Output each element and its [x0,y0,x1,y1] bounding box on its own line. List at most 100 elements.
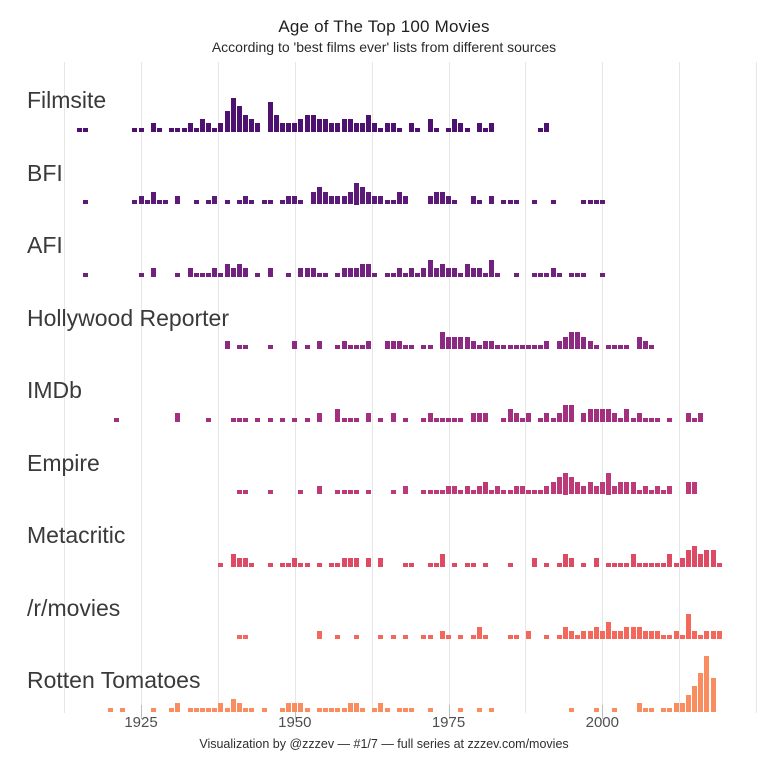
histogram-bar [593,707,599,712]
row-label--r-movies: /r/movies [27,594,121,621]
gridline [217,62,219,713]
histogram-bar [655,630,661,640]
histogram-bar [470,340,476,350]
histogram-bar [470,268,476,277]
histogram-bar [236,264,242,277]
histogram-bar [402,707,408,712]
histogram-bar [470,413,476,422]
histogram-bar [642,485,648,495]
histogram-bar [605,622,611,640]
histogram-bar [630,481,636,495]
histogram-bar [507,562,513,567]
gridline [371,62,373,713]
histogram-bar [692,686,697,712]
histogram-bar [538,272,544,277]
histogram-bar [347,119,353,132]
histogram-bar [587,481,593,495]
histogram-bar [200,119,205,132]
histogram-bar [618,562,624,567]
histogram-bar [532,490,538,495]
histogram-bar [550,200,556,205]
histogram-bar [409,707,415,712]
histogram-bar [464,264,470,277]
histogram-bar [310,191,316,205]
histogram-bar [452,562,458,567]
histogram-bar [482,635,488,640]
histogram-bar [458,336,464,350]
histogram-bar [710,677,716,712]
histogram-bar [464,485,470,495]
histogram-bar [267,101,273,132]
histogram-bar [323,707,328,712]
histogram-bar [593,409,599,422]
histogram-bar [544,485,550,495]
histogram-bar [452,485,458,495]
histogram-bar [630,554,636,567]
histogram-bar [236,345,242,350]
histogram-bar [489,259,495,277]
histogram-bar [612,345,617,350]
histogram-bar [372,195,378,205]
histogram-bar [113,417,119,422]
histogram-bar [243,345,249,350]
histogram-bar [464,127,470,132]
histogram-bar [378,195,384,205]
histogram-bar [359,264,365,277]
histogram-bar [581,413,587,422]
histogram-bar [489,340,495,350]
histogram-bar [144,200,150,205]
histogram-bar [243,490,249,495]
histogram-bar [605,345,611,350]
histogram-bar [575,481,581,495]
histogram-bar [489,707,495,712]
histogram-bar [581,272,587,277]
histogram-bar [249,119,255,132]
histogram-bar [446,485,451,495]
histogram-bar [655,562,661,567]
histogram-bar [433,490,439,495]
histogram-bar [206,200,212,205]
histogram-bar [193,707,199,712]
histogram-bar [329,123,335,132]
histogram-bar [249,707,255,712]
histogram-bar [526,490,531,495]
histogram-bar [335,707,341,712]
histogram-bar [267,200,273,205]
histogram-bar [200,707,205,712]
histogram-bar [581,630,587,640]
histogram-bar [243,707,249,712]
histogram-bar [390,413,396,422]
histogram-bar [476,485,482,495]
histogram-bar [187,707,193,712]
histogram-bar [396,127,402,132]
histogram-bar [704,630,710,640]
histogram-bar [458,490,464,495]
histogram-bar [636,490,642,495]
histogram-bar [347,558,353,567]
histogram-bar [556,477,562,495]
histogram-bar [581,562,587,567]
histogram-bar [200,272,205,277]
histogram-bar [612,562,617,567]
histogram-bar [519,485,525,495]
row-label-bfi: BFI [27,159,63,186]
histogram-bar [698,673,704,712]
histogram-bar [150,191,156,205]
histogram-bar [562,554,568,567]
histogram-bar [581,200,587,205]
histogram-bar [206,272,212,277]
histogram-bar [402,417,408,422]
histogram-bar [439,191,445,205]
histogram-bar [593,345,599,350]
histogram-bar [421,268,427,277]
histogram-bar [316,340,322,350]
histogram-bar [366,490,372,495]
histogram-bar [224,200,230,205]
histogram-bar [138,195,144,205]
histogram-bar [446,336,451,350]
histogram-bar [458,635,464,640]
histogram-bar [292,703,298,712]
histogram-bar [673,630,679,640]
histogram-bar [556,340,562,350]
histogram-bar [636,703,642,712]
